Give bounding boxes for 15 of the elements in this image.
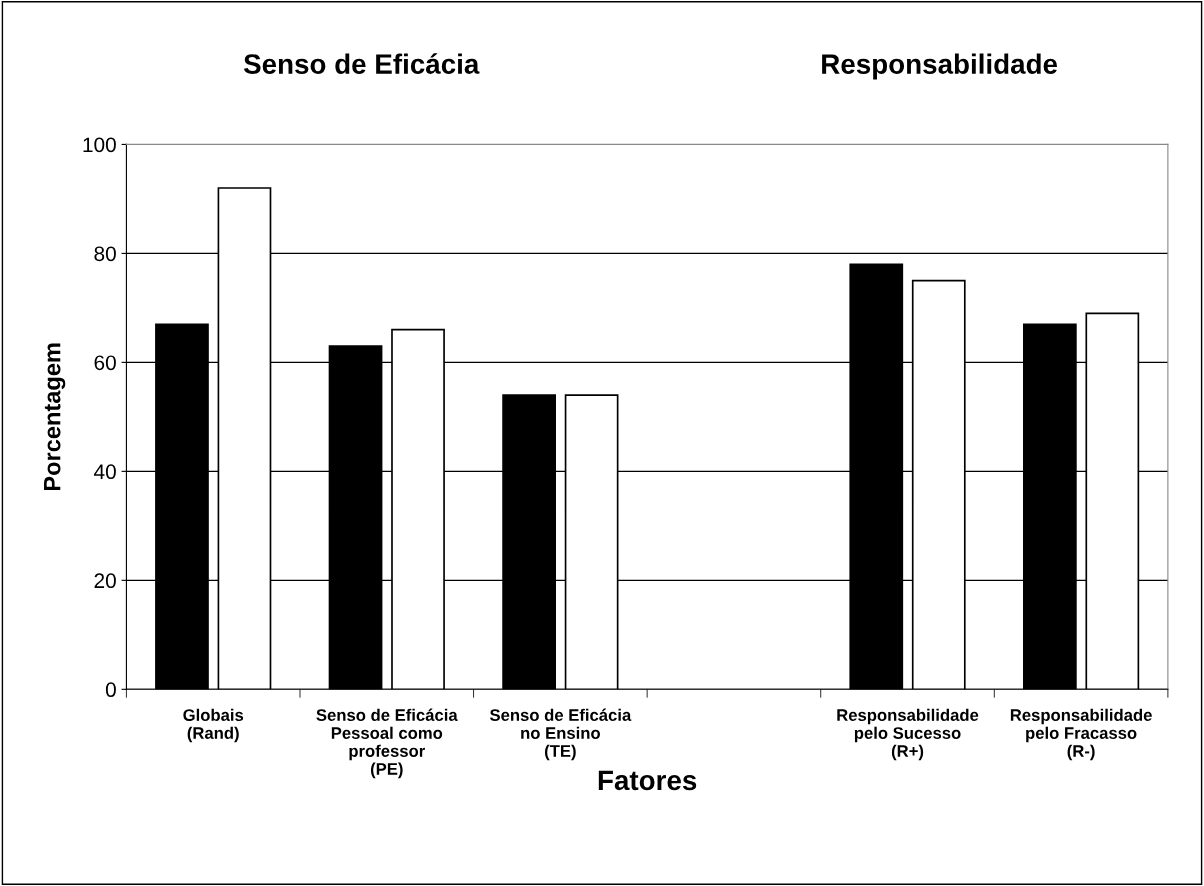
x-tick-label: Senso de Eficácia no Ensino (TE) [489,708,632,761]
x-tick-label: Globais (Rand) [183,708,244,743]
x-tick-label: Responsabilidade pelo Fracasso (R-) [1010,708,1152,761]
text: Senso de Eficácia [243,53,480,74]
y-tick-label: 20 [94,573,116,589]
y-tick-label: 0 [105,682,116,698]
x-axis-title: Fatores [598,770,697,791]
y-axis-title: Porcentagem [44,343,66,491]
y-tick-label: 60 [94,355,116,371]
y-tick-label: 80 [94,246,116,262]
text: Responsabilidade [822,53,1058,80]
y-tick-label: 40 [94,464,116,480]
x-tick-label: Senso de Eficácia Pessoal como professor (PE) [316,708,458,779]
y-tick-label: 100 [83,137,116,153]
x-tick-label: Responsabilidade pelo Sucesso (R+) [837,708,979,761]
